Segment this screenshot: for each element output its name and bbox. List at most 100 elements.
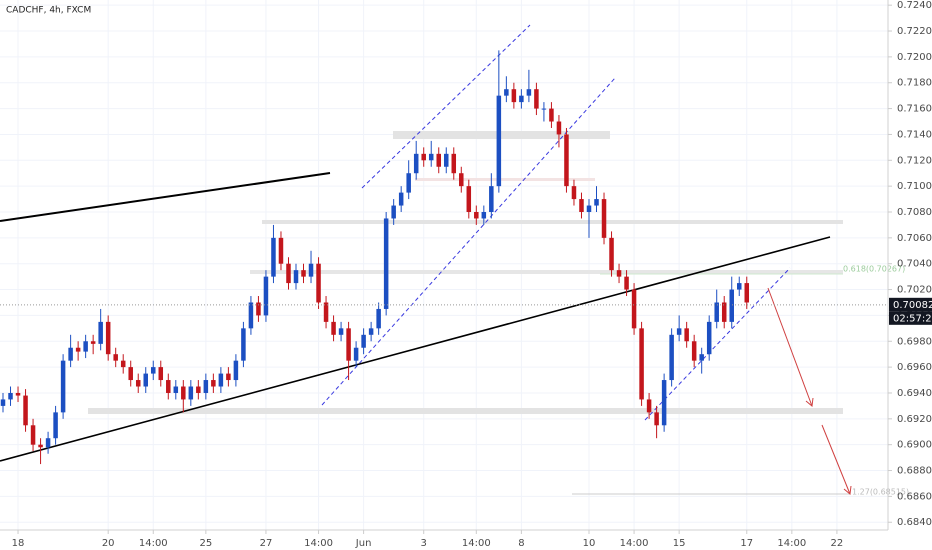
fib-label: 0.618(0.70267) <box>843 265 905 274</box>
candle-body <box>23 395 28 426</box>
candle-body <box>609 237 614 271</box>
candle-body <box>308 263 314 277</box>
candle-body <box>534 89 539 109</box>
x-tick-label: 18 <box>12 538 25 549</box>
candle-body <box>383 218 389 309</box>
candle-body <box>406 173 411 193</box>
candle-body <box>466 186 472 212</box>
candle-body <box>346 328 351 361</box>
candle-body <box>0 399 6 406</box>
candle-body <box>135 380 141 387</box>
candle-body <box>519 95 524 103</box>
candles <box>0 50 750 465</box>
candle-body <box>504 89 509 96</box>
candle-body <box>474 212 479 219</box>
candle-body <box>691 341 697 361</box>
candle-body <box>353 347 359 361</box>
x-tick-label: 8 <box>518 538 524 549</box>
last-price-label: 0.70082 <box>893 300 932 311</box>
candle-body <box>571 186 577 200</box>
candle-body <box>211 380 216 387</box>
candle-body <box>8 392 13 400</box>
x-tick-label: 27 <box>260 538 273 549</box>
candle-body <box>120 360 126 368</box>
candle-body <box>428 153 434 161</box>
countdown-label: 02:57:20 <box>893 313 932 324</box>
candle-body <box>218 373 224 387</box>
candle-body <box>151 367 156 374</box>
candle-body <box>706 321 712 355</box>
x-tick-label: 17 <box>740 538 753 549</box>
candle-body <box>271 237 276 277</box>
candle-body <box>398 192 404 206</box>
candle-body <box>368 328 374 335</box>
candle-body <box>391 205 396 219</box>
arrow-head <box>805 397 814 407</box>
channel-line <box>644 267 791 421</box>
countdown-box <box>889 311 932 325</box>
candle-body <box>331 321 336 335</box>
candle-body <box>30 425 36 445</box>
candle-body <box>68 347 73 361</box>
arrow <box>821 424 851 495</box>
candle-body <box>624 276 629 290</box>
candle-body <box>436 153 441 167</box>
candle-body <box>143 373 148 387</box>
candle-body <box>316 263 321 303</box>
candle-body <box>105 321 111 355</box>
candle-body <box>45 438 51 448</box>
candle-body <box>549 108 554 122</box>
candle-body <box>248 302 254 329</box>
candle-body <box>181 386 186 400</box>
candle-body <box>60 360 66 413</box>
candle-body <box>646 399 652 413</box>
x-tick-label: 14:00 <box>304 538 333 549</box>
candle-body <box>744 283 750 303</box>
candle-body <box>256 302 261 316</box>
x-tick-label: 14:00 <box>620 538 649 549</box>
trendline <box>0 172 331 222</box>
arrow-head <box>843 485 852 495</box>
candle-body <box>188 386 194 400</box>
x-tick-label: 14:00 <box>777 538 806 549</box>
candle-body <box>38 444 43 448</box>
candle-body <box>75 347 81 352</box>
candle-body <box>459 173 464 187</box>
candle-body <box>444 153 449 167</box>
candle-body <box>684 328 689 342</box>
candle-body <box>526 89 532 96</box>
candle-body <box>263 276 269 316</box>
candle-body <box>541 108 547 110</box>
candle-body <box>241 328 246 361</box>
x-tick-label: 10 <box>583 538 596 549</box>
zone <box>88 408 843 414</box>
candle-body <box>714 302 719 322</box>
x-tick-label: 22 <box>831 538 844 549</box>
candle-body <box>113 354 118 361</box>
candle-body <box>98 321 103 344</box>
candle-body <box>226 373 231 381</box>
candle-body <box>564 134 569 187</box>
candle-body <box>293 270 299 284</box>
x-tick-label: 14:00 <box>462 538 491 549</box>
candle-body <box>729 289 734 322</box>
candle-body <box>301 270 306 277</box>
arrow <box>767 287 813 407</box>
x-tick-label: 14:00 <box>139 538 168 549</box>
candle-body <box>361 334 366 348</box>
x-tick-label: 20 <box>102 538 115 549</box>
candle-body <box>128 367 133 381</box>
